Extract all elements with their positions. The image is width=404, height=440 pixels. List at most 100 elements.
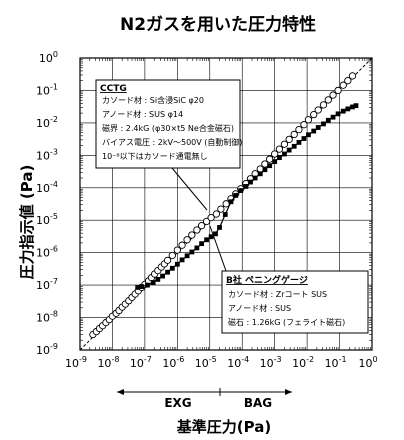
data-point-penning: [291, 143, 297, 149]
data-point-cctg: [271, 150, 279, 158]
y-tick-label: 10-5: [36, 212, 58, 227]
y-tick-label: 10-6: [36, 245, 58, 260]
data-point-cctg: [193, 226, 201, 234]
data-point-penning: [145, 282, 150, 288]
data-point-penning: [243, 184, 249, 189]
data-point-cctg: [319, 101, 328, 109]
annotation-penning: B社 ペニングゲージ カソード材 : Zrコート SUS アノード材 : SUS…: [221, 270, 369, 334]
data-point-penning: [135, 285, 141, 290]
x-tick-label: 10-5: [195, 355, 217, 370]
annotation-cctg: CCTG カソード材 : Si含浸SiC φ20 アノード材 : SUS φ14…: [95, 79, 243, 169]
x-tick-exponent: -1: [339, 355, 347, 364]
data-point-penning: [296, 140, 302, 145]
data-point-cctg: [212, 210, 221, 218]
series-cctg: [89, 72, 357, 339]
annotation-cctg-pointer: [171, 167, 208, 211]
y-tick-exponent: -7: [50, 277, 58, 286]
y-tick-exponent: -4: [50, 180, 58, 189]
data-point-penning: [267, 163, 273, 169]
y-tick-exponent: -3: [50, 147, 58, 156]
annotation-cctg-line: カソード材 : Si含浸SiC φ20: [102, 95, 204, 105]
y-axis-label: 圧力指示値 (Pa): [18, 165, 36, 280]
x-tick-exponent: -9: [79, 355, 87, 364]
data-point-penning: [169, 265, 175, 271]
x-tick-exponent: -6: [176, 355, 184, 364]
data-point-cctg: [348, 72, 357, 80]
data-point-penning: [222, 212, 228, 217]
data-point-penning: [150, 280, 156, 285]
y-tick-label: 10-1: [36, 82, 58, 97]
data-point-penning: [340, 108, 346, 114]
annotation-cctg-line: 10⁻⁸以下はカソード通電無し: [102, 151, 208, 161]
data-point-cctg: [344, 77, 352, 85]
y-tick-exponent: -1: [50, 82, 58, 91]
y-tick-exponent: -8: [50, 310, 58, 319]
data-point-cctg: [300, 121, 308, 129]
data-point-cctg: [183, 236, 191, 244]
annotation-penning-line: カソード材 : Zrコート SUS: [228, 289, 327, 299]
y-tick-label: 10-3: [36, 147, 58, 162]
data-point-cctg: [310, 110, 318, 119]
x-tick-exponent: 0: [372, 355, 377, 364]
data-point-cctg: [163, 256, 172, 264]
x-tick-label: 100: [358, 355, 377, 370]
x-tick-label: 10-3: [260, 355, 282, 370]
data-point-cctg: [334, 86, 342, 95]
y-tick-labels: 10-9 10-8 10-7 10-6 10-5 10-4 10-3 10-2 10-1 100: [36, 50, 58, 357]
x-tick-label: 10-7: [130, 355, 152, 370]
data-point-penning: [238, 188, 244, 193]
data-point-penning: [194, 245, 200, 251]
data-point-penning: [272, 159, 278, 165]
data-point-penning: [350, 104, 355, 110]
y-tick-label: 10-4: [36, 180, 58, 195]
data-point-cctg: [178, 241, 186, 249]
data-point-penning: [179, 257, 185, 263]
data-point-penning: [345, 106, 351, 112]
data-point-cctg: [197, 222, 206, 230]
y-tick-label: 10-2: [36, 115, 58, 130]
x-tick-exponent: -2: [306, 355, 314, 364]
x-tick-exponent: -5: [209, 355, 217, 364]
data-point-penning: [213, 231, 218, 237]
y-tick-exponent: -2: [50, 115, 58, 124]
annotation-penning-pointer: [209, 225, 227, 272]
data-point-cctg: [290, 130, 298, 139]
annotation-cctg-line: 磁界 : 2.4kG (φ30×t5 Ne合金磁石): [102, 123, 234, 133]
y-tick-label: 100: [39, 50, 58, 65]
x-tick-label: 10-8: [97, 355, 119, 370]
range-bag-label: BAG: [244, 396, 272, 410]
y-tick-exponent: -6: [50, 245, 58, 254]
data-point-penning: [233, 193, 239, 198]
data-point-penning: [189, 249, 195, 255]
annotation-penning-line: アノード材 : SUS: [228, 303, 291, 313]
x-tick-label: 10-9: [65, 355, 87, 370]
y-tick-exponent: -5: [50, 212, 58, 221]
data-point-cctg: [217, 205, 225, 213]
x-tick-exponent: -8: [111, 355, 119, 364]
x-tick-exponent: -7: [144, 355, 152, 364]
data-point-cctg: [285, 135, 293, 144]
data-point-cctg: [314, 106, 322, 114]
plot-frame: [79, 57, 373, 351]
chart-title: N2ガスを用いた圧力特性: [120, 14, 316, 35]
x-tick-exponent: -3: [274, 355, 282, 364]
data-point-penning: [286, 147, 292, 153]
y-tick-label: 10-9: [36, 342, 58, 357]
y-tick-label: 10-8: [36, 310, 58, 325]
data-point-penning: [325, 117, 331, 123]
data-point-penning: [335, 111, 341, 117]
annotation-cctg-line: バイアス電圧 : 2kV～500V (自動制御): [102, 137, 243, 147]
data-point-cctg: [329, 91, 337, 99]
annotation-penning-line: 磁石 : 1.26kG (フェライト磁石): [228, 317, 345, 327]
data-point-cctg: [304, 116, 313, 124]
data-point-cctg: [173, 246, 181, 254]
data-point-penning: [252, 175, 258, 181]
annotation-cctg-heading: CCTG: [100, 84, 127, 94]
data-point-penning: [208, 234, 214, 240]
data-point-penning: [217, 225, 222, 230]
data-point-cctg: [275, 145, 284, 153]
y-tick-exponent: 0: [53, 50, 58, 59]
data-point-penning: [330, 114, 336, 120]
range-exg: EXG BAG: [117, 388, 292, 410]
y-tick-label: 10-7: [36, 277, 58, 292]
